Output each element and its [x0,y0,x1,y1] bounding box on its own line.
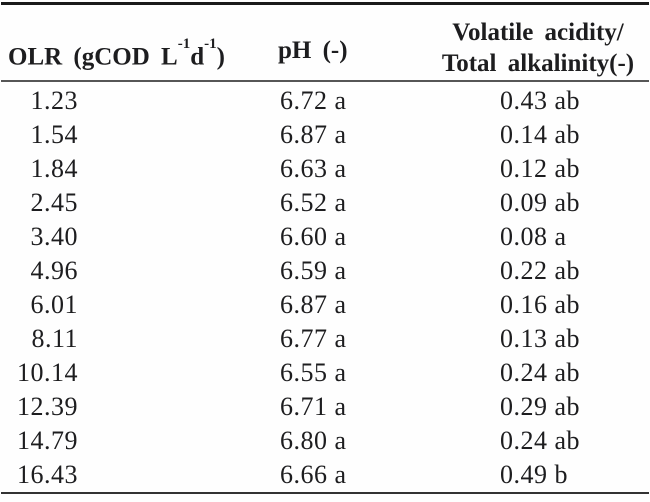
table-bottom-rule [1,492,649,494]
table-row: 1.23 6.72 a 0.43 ab [0,84,650,118]
cell-ph: 6.71 a [280,392,347,421]
table-row: 2.45 6.52 a 0.09 ab [0,186,650,220]
olr-header-close-paren: ) [216,43,225,71]
cell-va-ta: 0.49 b [500,460,568,489]
table-top-rule [1,2,649,5]
cell-va-ta: 0.09 ab [500,188,581,217]
table-row: 4.96 6.59 a 0.22 ab [0,254,650,288]
olr-header-superscript-2: -1 [204,36,217,53]
table-row: 14.79 6.80 a 0.24 ab [0,424,650,458]
table-row: 12.39 6.71 a 0.29 ab [0,390,650,424]
column-header-va-ta: Volatile acidity/ Total alkalinity(-) [426,17,650,79]
cell-ph: 6.80 a [280,426,347,455]
cell-olr: 1.54 [30,120,78,149]
cell-va-ta: 0.22 ab [500,256,581,285]
cell-olr: 10.14 [17,358,78,387]
cell-olr: 14.79 [17,426,78,455]
cell-va-ta: 0.13 ab [500,324,581,353]
table-row: 1.54 6.87 a 0.14 ab [0,118,650,152]
table-row: 10.14 6.55 a 0.24 ab [0,356,650,390]
cell-va-ta: 0.24 ab [500,358,581,387]
cell-ph: 6.77 a [280,324,347,353]
cell-ph: 6.87 a [280,290,347,319]
table-row: 3.40 6.60 a 0.08 a [0,220,650,254]
column-header-olr: OLR (gCOD L-1d-1) [8,36,225,71]
cell-ph: 6.60 a [280,222,347,251]
cell-ph: 6.87 a [280,120,347,149]
column-header-ph: pH (-) [278,37,348,64]
olr-header-unit-d: d [190,43,205,71]
table-body: 1.23 6.72 a 0.43 ab 1.54 6.87 a 0.14 ab 1.84 6.… [0,84,650,492]
olr-header-superscript-1: -1 [177,36,191,53]
cell-va-ta: 0.24 ab [500,426,581,455]
table-row: 16.43 6.66 a 0.49 b [0,458,650,492]
table-row: 8.11 6.77 a 0.13 ab [0,322,650,356]
cell-va-ta: 0.12 ab [500,154,581,183]
header-separator-rule [1,80,649,82]
cell-ph: 6.66 a [280,460,347,489]
cell-olr: 3.40 [30,222,78,251]
olr-header-text: OLR (gCOD L [8,43,178,71]
cell-ph: 6.63 a [280,154,347,183]
table-row: 1.84 6.63 a 0.12 ab [0,152,650,186]
cell-olr: 8.11 [31,324,78,353]
cell-va-ta: 0.08 a [500,222,567,251]
cell-ph: 6.55 a [280,358,347,387]
cell-ph: 6.52 a [280,188,347,217]
cell-ph: 6.72 a [280,86,347,115]
cell-va-ta: 0.43 ab [500,86,581,115]
column-header-va-ta-line1: Volatile acidity/ [452,19,624,46]
cell-olr: 2.45 [30,188,78,217]
table-row: 6.01 6.87 a 0.16 ab [0,288,650,322]
cell-ph: 6.59 a [280,256,347,285]
cell-olr: 12.39 [17,392,78,421]
cell-va-ta: 0.16 ab [500,290,581,319]
cell-va-ta: 0.14 ab [500,120,581,149]
column-header-va-ta-line2: Total alkalinity(-) [441,50,635,77]
cell-olr: 4.96 [30,256,78,285]
cell-va-ta: 0.29 ab [500,392,581,421]
cell-olr: 1.84 [30,154,78,183]
cell-olr: 16.43 [17,460,78,489]
cell-olr: 1.23 [30,86,78,115]
cell-olr: 6.01 [30,290,78,319]
